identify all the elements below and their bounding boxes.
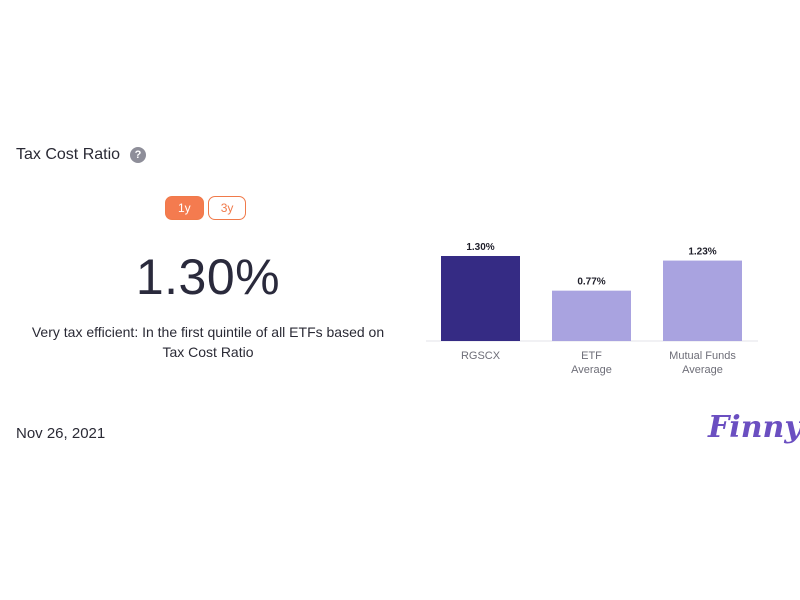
category-label-2-1: Average xyxy=(682,364,723,376)
bar-value-label-0: 1.30% xyxy=(466,242,494,253)
title-row: Tax Cost Ratio ? xyxy=(16,146,147,164)
tax-cost-ratio-value: 1.30% xyxy=(135,249,281,305)
bar-2 xyxy=(663,260,742,341)
as-of-date: Nov 26, 2021 xyxy=(16,425,106,442)
tax-cost-ratio-bar-chart: 1.30% RGSCX 0.77% ETF Average 1.23% Mutual Fun… xyxy=(426,242,758,376)
tax-efficiency-description: Very tax efficient: In the first quintil… xyxy=(31,324,385,360)
bar-1 xyxy=(552,290,631,341)
period-3y-button[interactable]: 3y xyxy=(207,196,247,220)
category-label-1-0: ETF xyxy=(581,350,602,362)
category-label-1-1: Average xyxy=(571,364,612,376)
help-icon[interactable]: ? xyxy=(130,147,147,163)
bar-value-label-2: 1.23% xyxy=(688,247,716,258)
bar-value-label-1: 0.77% xyxy=(577,277,605,288)
finny-logo: Finny xyxy=(708,410,800,445)
period-toggle: 1y 3y xyxy=(165,196,247,220)
page-title: Tax Cost Ratio xyxy=(16,146,121,163)
bar-0 xyxy=(441,256,520,341)
period-1y-button[interactable]: 1y xyxy=(165,196,204,220)
category-label-0-0: RGSCX xyxy=(461,350,501,362)
category-label-2-0: Mutual Funds xyxy=(669,350,736,362)
